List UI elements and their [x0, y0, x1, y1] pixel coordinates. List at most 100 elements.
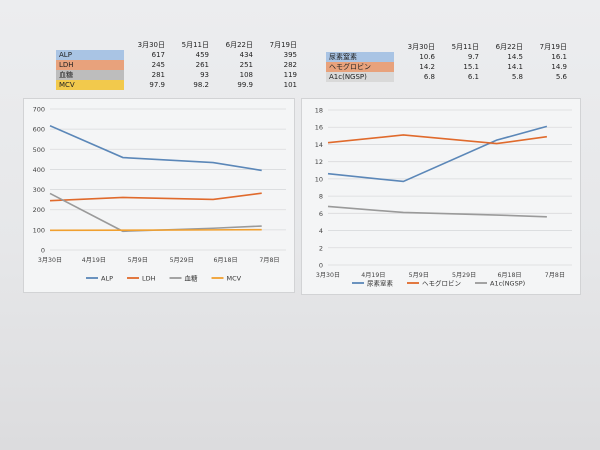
- table-header-row: 3月30日 5月11日 6月22日 7月19日: [326, 42, 570, 52]
- table-cell: 5.6: [555, 73, 567, 81]
- table-row: MCV 97.9 98.2 99.9 101: [56, 80, 300, 90]
- row-label-hemoglobin: ヘモグロビン: [326, 62, 394, 72]
- row-label-mcv: MCV: [56, 80, 124, 90]
- x-tick-label: 7月8日: [545, 272, 565, 279]
- table-header-date: 6月22日: [225, 41, 253, 49]
- y-tick-label: 400: [33, 166, 45, 174]
- x-tick-label: 5月9日: [128, 257, 148, 264]
- x-tick-label: 5月29日: [452, 272, 476, 279]
- legend-label: LDH: [142, 275, 156, 283]
- chart-left-panel: 0 100 200 300 400 500 600 700 3月30日 4月19日 5月9日 5月29…: [23, 98, 295, 293]
- y-tick-label: 18: [315, 107, 323, 115]
- table-header-blank: [56, 40, 124, 50]
- table-cell: 6.8: [423, 73, 435, 81]
- series-line-0: [327, 125, 548, 183]
- table-cell: 101: [283, 81, 297, 89]
- legend-label: ALP: [101, 275, 113, 283]
- y-tick-label: 300: [33, 186, 45, 194]
- table-header-blank: [326, 42, 394, 52]
- y-tick-label: 700: [33, 106, 45, 114]
- table-cell: 119: [283, 71, 297, 79]
- table-cell: 5.8: [511, 73, 523, 81]
- series-line-1: [327, 134, 547, 145]
- table-cell: 245: [151, 61, 165, 69]
- y-tick-label: 600: [33, 126, 45, 134]
- table-row: LDH 245 261 251 282: [56, 60, 300, 70]
- lab-table-left: 3月30日 5月11日 6月22日 7月19日 ALP 617 459 434 …: [56, 40, 300, 90]
- table-row: A1c(NGSP) 6.8 6.1 5.8 5.6: [326, 72, 570, 82]
- y-tick-label: 6: [319, 210, 323, 218]
- table-row: 血糖 281 93 108 119: [56, 70, 300, 80]
- x-tick-label: 6月18日: [213, 257, 237, 264]
- chart-right: 0 2 4 6 8 10 12 14 16 18 3月30日 4月19日 5月9日 5月29日 6月18日 7…: [315, 107, 572, 288]
- series-line-3: [49, 228, 262, 232]
- x-tick-label: 7月8日: [259, 257, 279, 264]
- y-tick-label: 0: [41, 247, 45, 255]
- y-tick-label: 500: [33, 146, 45, 154]
- series-line-1: [49, 192, 262, 202]
- table-cell: 14.9: [551, 63, 567, 71]
- x-tick-label: 3月30日: [38, 257, 62, 264]
- y-tick-label: 8: [319, 193, 323, 201]
- y-tick-label: 14: [315, 141, 323, 149]
- table-cell: 9.7: [467, 53, 479, 61]
- table-header-date: 3月30日: [137, 41, 165, 49]
- row-label-glucose: 血糖: [56, 70, 124, 80]
- y-tick-label: 12: [315, 158, 323, 166]
- row-label-alp: ALP: [56, 50, 124, 60]
- legend-label: 尿素窒素: [367, 279, 394, 288]
- table-header-date: 3月30日: [407, 43, 435, 51]
- x-tick-label: 5月29日: [170, 257, 194, 264]
- legend-label: 血糖: [185, 274, 199, 283]
- table-row: ALP 617 459 434 395: [56, 50, 300, 60]
- legend-label: ヘモグロビン: [422, 279, 461, 288]
- table-header-date: 7月19日: [539, 43, 567, 51]
- table-cell: 10.6: [419, 53, 435, 61]
- table-cell: 93: [200, 71, 209, 79]
- y-tick-label: 0: [319, 262, 323, 270]
- x-tick-label: 3月30日: [316, 272, 340, 279]
- table-cell: 99.9: [237, 81, 253, 89]
- x-tick-label: 6月18日: [497, 272, 521, 279]
- x-tick-label: 4月19日: [361, 272, 385, 279]
- table-cell: 98.2: [193, 81, 209, 89]
- table-cell: 395: [283, 51, 297, 59]
- table-cell: 281: [151, 71, 165, 79]
- table-cell: 459: [195, 51, 209, 59]
- x-tick-label: 4月19日: [82, 257, 106, 264]
- table-row: 尿素窒素 10.6 9.7 14.5 16.1: [326, 52, 570, 62]
- y-tick-label: 10: [315, 175, 323, 183]
- table-cell: 434: [239, 51, 253, 59]
- table-cell: 14.1: [507, 63, 523, 71]
- row-label-bun: 尿素窒素: [326, 52, 394, 62]
- table-cell: 15.1: [463, 63, 479, 71]
- table-header-date: 5月11日: [451, 43, 479, 51]
- y-tick-label: 2: [319, 244, 323, 252]
- table-cell: 261: [195, 61, 209, 69]
- series-line-2: [327, 205, 547, 218]
- table-cell: 14.2: [419, 63, 435, 71]
- x-tick-label: 5月9日: [409, 272, 429, 279]
- table-header-date: 6月22日: [495, 43, 523, 51]
- legend-label: MCV: [227, 275, 242, 283]
- table-cell: 251: [239, 61, 253, 69]
- table-header-date: 7月19日: [269, 41, 297, 49]
- table-cell: 6.1: [467, 73, 479, 81]
- table-cell: 108: [239, 71, 253, 79]
- table-header-date: 5月11日: [181, 41, 209, 49]
- legend-label: A1c(NGSP): [490, 280, 525, 288]
- chart-left: 0 100 200 300 400 500 600 700 3月30日 4月19日 5月9日 5月29…: [33, 106, 286, 283]
- y-tick-label: 4: [319, 227, 323, 235]
- table-header-row: 3月30日 5月11日 6月22日 7月19日: [56, 40, 300, 50]
- table-row: ヘモグロビン 14.2 15.1 14.1 14.9: [326, 62, 570, 72]
- table-cell: 617: [151, 51, 165, 59]
- series-line-0: [49, 124, 262, 172]
- y-tick-label: 100: [33, 226, 45, 234]
- table-cell: 97.9: [149, 81, 165, 89]
- lab-table-right: 3月30日 5月11日 6月22日 7月19日 尿素窒素 10.6 9.7 14…: [326, 42, 570, 82]
- table-cell: 14.5: [507, 53, 523, 61]
- row-label-a1c: A1c(NGSP): [326, 72, 394, 82]
- y-tick-label: 200: [33, 206, 45, 214]
- y-tick-label: 16: [315, 124, 323, 132]
- chart-right-panel: 0 2 4 6 8 10 12 14 16 18 3月30日 4月19日 5月9日 5月29日 6月18日 7…: [301, 98, 581, 295]
